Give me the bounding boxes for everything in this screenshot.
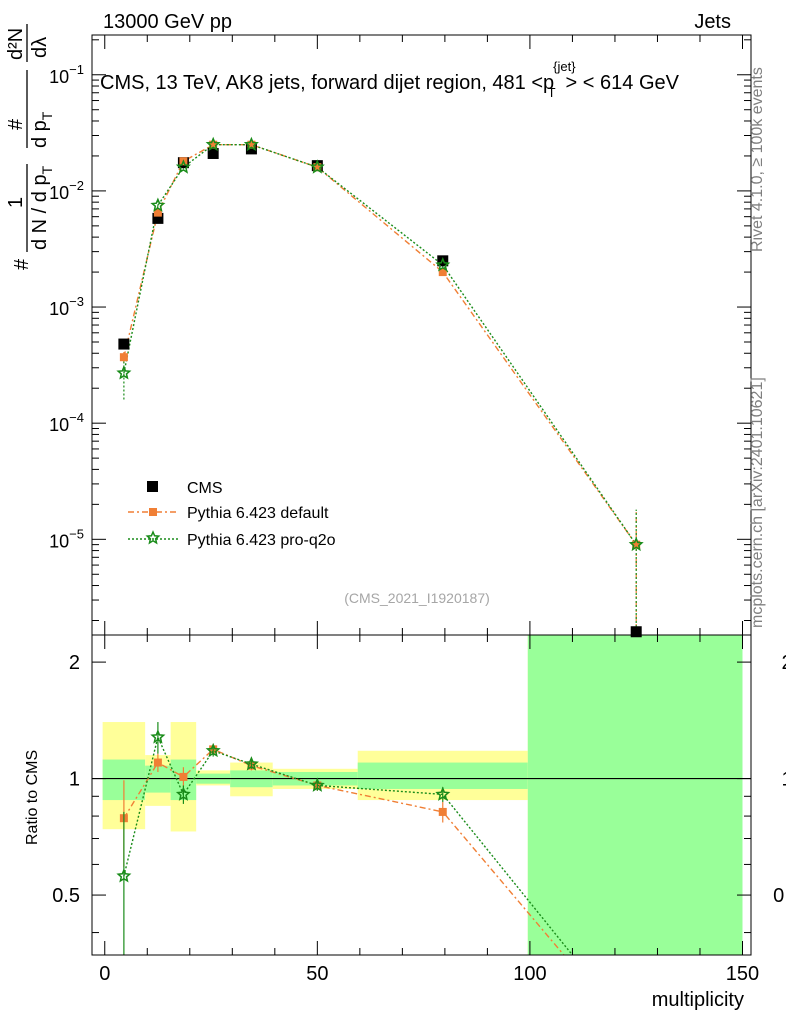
default-point	[247, 140, 256, 149]
svg-text:d²N: d²N	[5, 28, 27, 60]
top-ytick-label: 10−2	[49, 178, 84, 203]
watermark: (CMS_2021_I1920187)	[344, 590, 490, 606]
legend-label-default: Pythia 6.423 default	[187, 505, 329, 522]
ratio-proq2o-point	[150, 729, 166, 744]
default-point	[209, 140, 218, 149]
ratio-line-default	[123, 748, 565, 956]
svg-text:d N / d pT: d N / d pT	[29, 165, 55, 250]
svg-text:d pT: d pT	[29, 111, 55, 148]
proq2o-point	[205, 136, 221, 152]
top-ylabel: # 1 d N / d pT # d pT d²N dλ	[5, 24, 55, 270]
top-ytick-label: 10−1	[49, 62, 84, 87]
svg-text:1: 1	[5, 197, 27, 208]
default-point	[632, 540, 641, 549]
cms-point	[630, 626, 642, 638]
xtick-label: 50	[306, 963, 328, 985]
header-left: 13000 GeV pp	[103, 11, 232, 33]
ratio-proq2o-point	[175, 786, 191, 801]
top-ytick-label: 10−3	[49, 294, 84, 319]
ratio-ytick-label-right: 1	[781, 769, 786, 791]
proq2o-point	[309, 159, 325, 174]
ratio-default-point	[438, 807, 447, 816]
top-ytick-label: 10−4	[49, 410, 84, 435]
default-point	[313, 163, 322, 172]
default-point	[438, 268, 447, 277]
xtick-label: 100	[513, 963, 546, 985]
proq2o-point	[175, 159, 191, 174]
ratio-series	[116, 722, 573, 956]
proq2o-point	[628, 536, 644, 552]
svg-text:#: #	[5, 118, 27, 130]
series-line-proq2o	[123, 143, 637, 545]
ratio-proq2o-point	[435, 786, 451, 801]
legend-label-proq2o: Pythia 6.423 pro-q2o	[187, 532, 336, 549]
ratio-ytick-label-right: 0.5	[773, 885, 786, 907]
ratio-proq2o-point	[205, 742, 221, 758]
legend-label-cms: CMS	[187, 480, 223, 497]
ratio-line-proq2o	[123, 734, 573, 956]
mcplots-label: mcplots.cern.ch [arXiv:2401.10621]	[749, 377, 766, 628]
proq2o-point	[116, 365, 132, 380]
ratio-proq2o-point	[309, 777, 325, 792]
top-series	[116, 136, 644, 638]
ratio-proq2o-point	[243, 756, 259, 771]
svg-text:#: #	[11, 258, 33, 270]
ratio-band-green	[527, 635, 743, 955]
ratio-bands	[92, 635, 751, 955]
cms-point	[118, 338, 130, 350]
xtick-label: 0	[99, 963, 110, 985]
top-ytick-label: 10−5	[49, 526, 84, 551]
ratio-band-green	[357, 762, 528, 789]
top-axis-ticks: 10−1 10−2 10−3 10−4 10−5	[49, 35, 751, 635]
ratio-axis-ticks: 0.5 0.5 1 1 2 2 0 50 100 150	[52, 635, 786, 985]
cms-point	[152, 212, 164, 224]
default-point	[153, 208, 162, 217]
proq2o-point	[150, 197, 166, 212]
legend-marker-proq2o	[145, 530, 161, 545]
ratio-ytick-label: 2	[69, 652, 80, 674]
proq2o-point	[435, 257, 451, 272]
ratio-default-point	[153, 758, 162, 767]
rivet-label: Rivet 4.1.0, ≥ 100k events	[749, 67, 766, 252]
ratio-panel-frame	[91, 634, 752, 956]
cms-point	[207, 147, 219, 159]
ratio-ytick-label: 1	[69, 769, 80, 791]
ratio-ytick-label-right: 2	[781, 652, 786, 674]
ratio-ytick-label: 0.5	[52, 885, 80, 907]
default-point	[119, 353, 128, 362]
ratio-proq2o-point	[116, 868, 132, 883]
header-right: Jets	[694, 11, 731, 33]
proq2o-point	[243, 136, 259, 152]
legend-marker-cms	[147, 481, 158, 492]
xlabel: multiplicity	[652, 989, 744, 1011]
cms-point	[245, 143, 257, 155]
xtick-label: 150	[726, 963, 759, 985]
ratio-default-point	[179, 772, 188, 781]
ratio-ylabel: Ratio to CMS	[24, 750, 41, 845]
chart-title: CMS, 13 TeV, AK8 jets, forward dijet reg…	[100, 59, 680, 100]
svg-text:dλ: dλ	[29, 37, 51, 58]
legend-marker-default	[149, 508, 157, 516]
legend: CMS Pythia 6.423 default Pythia 6.423 pr…	[128, 480, 336, 549]
